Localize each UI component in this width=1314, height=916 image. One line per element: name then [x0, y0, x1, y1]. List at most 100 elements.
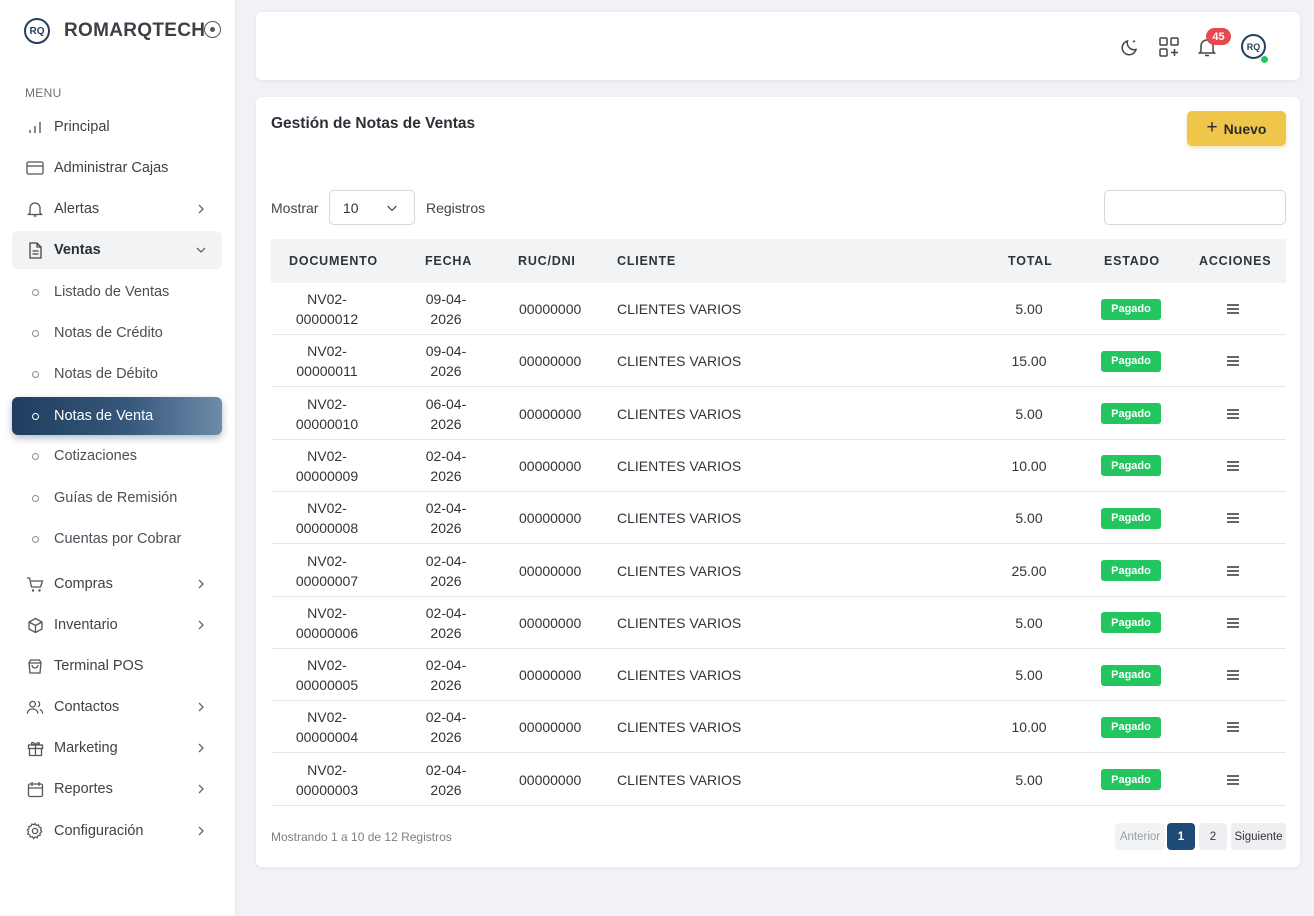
sidebar-subitem-notas-de-credito[interactable]: Notas de Crédito	[12, 314, 222, 352]
menu-icon[interactable]	[1224, 562, 1242, 580]
chevron-right-icon	[198, 826, 204, 836]
menu-icon[interactable]	[1224, 457, 1242, 475]
chevron-right-icon	[198, 702, 204, 712]
sidebar-item-contactos[interactable]: Contactos	[12, 688, 222, 726]
menu-icon[interactable]	[1224, 614, 1242, 632]
cell-total: 15.00	[1011, 353, 1047, 370]
sidebar-subitem-label: Notas de Crédito	[54, 325, 163, 341]
document-icon	[26, 241, 44, 259]
fecha-line-2: 2026	[430, 677, 462, 694]
cell-documento: NV02- 00000009	[271, 440, 383, 492]
menu-icon[interactable]	[1224, 718, 1242, 736]
sidebar-subitem-label: Cotizaciones	[54, 448, 138, 464]
menu-icon[interactable]	[1224, 352, 1242, 370]
sidebar-item-marketing[interactable]: Marketing	[12, 729, 222, 767]
cell-acciones	[1221, 335, 1245, 387]
table-row: NV02- 00000010 06-04- 2026 00000000 CLIENTES …	[271, 388, 1286, 440]
sidebar-item-label: Configuración	[54, 823, 144, 839]
sidebar-item-ventas[interactable]: Ventas	[12, 231, 222, 269]
documento-line-1: NV02-	[307, 343, 347, 360]
documento-line-1: NV02-	[307, 447, 347, 464]
status-badge: Pagado	[1101, 664, 1161, 686]
documento-line-1: NV02-	[307, 552, 347, 569]
new-button[interactable]: + Nuevo	[1187, 111, 1286, 146]
page-size-select[interactable]: 10	[329, 190, 415, 225]
pagination-page-1[interactable]: 1	[1167, 823, 1195, 850]
notification-count-badge: 45	[1206, 28, 1231, 45]
chevron-right-icon	[198, 743, 204, 753]
topbar: 45 RQ	[256, 12, 1300, 80]
documento-line-1: NV02-	[307, 709, 347, 726]
sidebar-item-terminal-pos[interactable]: Terminal POS	[12, 647, 222, 685]
apps-add-icon[interactable]	[1158, 36, 1180, 58]
menu-heading: MENU	[25, 86, 62, 100]
fecha-line-1: 02-04-	[425, 500, 467, 517]
brand[interactable]: RQ ROMARQTECH	[24, 16, 205, 46]
chevron-right-icon	[198, 784, 204, 794]
avatar[interactable]: RQ	[1241, 34, 1266, 59]
documento-line-2: 00000003	[295, 781, 359, 798]
show-label: Mostrar	[271, 200, 319, 216]
sidebar-item-principal[interactable]: Principal	[12, 108, 222, 146]
fecha-line-2: 2026	[430, 311, 462, 327]
fecha-line-2: 2026	[430, 729, 462, 746]
search-input[interactable]	[1104, 190, 1286, 225]
cell-fecha: 02-04- 2026	[406, 440, 486, 492]
menu-icon[interactable]	[1224, 666, 1242, 684]
chevron-down-icon	[196, 247, 206, 253]
sidebar-subitem-label: Guías de Remisión	[54, 490, 178, 506]
sidebar-item-label: Alertas	[54, 201, 100, 217]
column-header-ruc-dni[interactable]: RUC/DNI	[518, 254, 576, 268]
fecha-line-2: 2026	[430, 363, 462, 380]
menu-icon[interactable]	[1224, 509, 1242, 527]
documento-line-2: 00000004	[295, 729, 359, 746]
page-title: Gestión de Notas de Ventas	[271, 115, 476, 132]
moon-icon[interactable]	[1119, 36, 1141, 58]
sidebar-subitem-label: Notas de Venta	[54, 408, 154, 424]
sidebar-item-label: Compras	[54, 576, 113, 592]
column-header-fecha[interactable]: FECHA	[425, 254, 473, 268]
sidebar-subitem-guias-de-remision[interactable]: Guías de Remisión	[12, 479, 222, 517]
sidebar-item-reportes[interactable]: Reportes	[12, 770, 222, 808]
pagination-next[interactable]: Siguiente	[1231, 823, 1286, 850]
sidebar-item-inventario[interactable]: Inventario	[12, 606, 222, 644]
sidebar-item-compras[interactable]: Compras	[12, 565, 222, 603]
column-header-estado[interactable]: ESTADO	[1104, 254, 1160, 268]
sidebar-toggle-icon[interactable]	[204, 21, 221, 38]
cell-cliente: CLIENTES VARIOS	[617, 301, 742, 317]
table-row: NV02- 00000004 02-04- 2026 00000000 CLIENTES …	[271, 701, 1286, 754]
pagination-previous[interactable]: Anterior	[1115, 823, 1165, 850]
table-row: NV02- 00000003 02-04- 2026 00000000 CLIENTES …	[271, 754, 1286, 806]
cell-total: 10.00	[1011, 719, 1047, 736]
cell-fecha: 02-04- 2026	[406, 649, 486, 701]
sidebar-item-configuracion[interactable]: Configuración	[12, 812, 222, 850]
sidebar-item-alertas[interactable]: Alertas	[12, 190, 222, 228]
cell-cliente: CLIENTES VARIOS	[617, 667, 742, 684]
fecha-line-1: 02-04-	[425, 604, 467, 621]
cell-estado: Pagado	[1090, 754, 1172, 806]
table-row: NV02- 00000009 02-04- 2026 00000000 CLIENTES …	[271, 440, 1286, 492]
fecha-line-2: 2026	[430, 467, 462, 484]
cell-acciones	[1221, 597, 1245, 649]
sidebar-subitem-label: Listado de Ventas	[54, 284, 170, 300]
column-header-total[interactable]: TOTAL	[1008, 254, 1053, 268]
cell-ruc-dni: 00000000	[519, 301, 582, 317]
sidebar-subitem-notas-de-debito[interactable]: Notas de Débito	[12, 355, 222, 393]
fecha-line-2: 2026	[430, 572, 462, 589]
cell-cliente: CLIENTES VARIOS	[617, 614, 742, 631]
pagination-page-2[interactable]: 2	[1199, 823, 1227, 850]
column-header-cliente[interactable]: CLIENTE	[617, 254, 677, 268]
cell-acciones	[1221, 649, 1245, 701]
calendar-icon	[26, 780, 44, 798]
menu-icon[interactable]	[1224, 300, 1242, 318]
cell-estado: Pagado	[1090, 701, 1172, 753]
column-header-documento[interactable]: DOCUMENTO	[289, 254, 378, 268]
sidebar-subitem-listado-de-ventas[interactable]: Listado de Ventas	[12, 273, 222, 311]
sidebar-subitem-cotizaciones[interactable]: Cotizaciones	[12, 437, 222, 475]
menu-icon[interactable]	[1224, 405, 1242, 423]
sidebar-subitem-notas-de-venta[interactable]: Notas de Venta	[12, 397, 222, 435]
menu-icon[interactable]	[1224, 771, 1242, 789]
sidebar-item-administrar-cajas[interactable]: Administrar Cajas	[12, 149, 222, 187]
cell-documento: NV02- 00000003	[271, 754, 383, 806]
sidebar-subitem-cuentas-por-cobrar[interactable]: Cuentas por Cobrar	[12, 520, 222, 558]
